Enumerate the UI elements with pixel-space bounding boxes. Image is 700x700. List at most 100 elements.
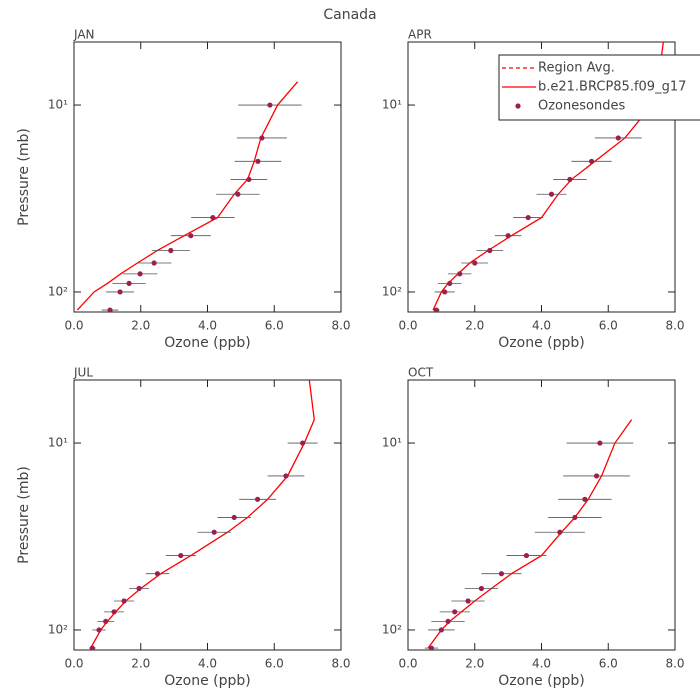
panel: OCT 0.0 2.0 4.0 6.0 8.0 10¹ 10² Ozone (ppb) [382, 366, 685, 690]
sonde-point [255, 158, 261, 164]
sonde-point [168, 247, 174, 254]
sonde-point [428, 645, 434, 650]
sonde-point [267, 102, 273, 108]
sonde-point [178, 552, 184, 559]
sonde-point [572, 514, 578, 521]
sonde-point [442, 289, 448, 295]
sonde-point [548, 191, 555, 197]
legend-label: b.e21.BRCP85.f09_g17 [538, 80, 686, 95]
x-axis-label: Ozone (ppb) [164, 673, 250, 689]
y-tick-label: 10² [48, 622, 68, 636]
x-tick-label: 2.0 [131, 319, 150, 333]
panel: JUL 0.0 2.0 4.0 6.0 8.0 10¹ 10² Ozone (ppb) Press… [16, 366, 351, 690]
y-tick-label: 10² [48, 284, 68, 298]
plot-area [424, 419, 634, 650]
plot-area [76, 81, 302, 312]
panel: APR 0.0 2.0 4.0 6.0 8.0 10¹ 10² Ozone (ppb) Regio… [382, 28, 700, 351]
panel-title: JAN [73, 28, 95, 42]
sonde-point [300, 440, 306, 446]
sonde-point [283, 473, 289, 479]
panel-title: APR [408, 28, 432, 42]
x-tick-label: 2.0 [465, 657, 484, 671]
plot-area [432, 42, 672, 312]
x-tick-label: 4.0 [532, 657, 551, 671]
sonde-point [136, 585, 142, 592]
x-tick-label: 2.0 [131, 657, 150, 671]
sonde-point [465, 598, 471, 604]
x-tick-label: 4.0 [198, 319, 217, 333]
sonde-point [126, 280, 132, 287]
sonde-point [103, 618, 109, 625]
sonde-point [597, 440, 603, 446]
sonde-point [137, 271, 143, 277]
x-axis-label: Ozone (ppb) [164, 335, 250, 351]
x-tick-label: 6.0 [599, 319, 618, 333]
sonde-point [567, 176, 573, 183]
sonde-point [154, 571, 161, 577]
sonde-point [246, 176, 252, 183]
sonde-point [188, 233, 194, 239]
sonde-point [457, 271, 463, 277]
panel-title: OCT [408, 366, 434, 380]
sonde-point [472, 260, 478, 266]
model-line [76, 81, 299, 311]
sonde-point [525, 214, 531, 221]
x-tick-label: 6.0 [599, 657, 618, 671]
y-axis-label: Pressure (mb) [16, 466, 32, 564]
sonde-point [211, 529, 217, 535]
legend-label: Region Avg. [538, 61, 615, 76]
x-tick-label: 0.0 [398, 319, 417, 333]
sonde-point [445, 618, 451, 625]
sonde-point [121, 598, 127, 604]
sonde-point [523, 552, 530, 559]
sonde-point [498, 571, 505, 577]
sonde-point [615, 135, 621, 141]
sonde-point [89, 645, 95, 650]
x-tick-label: 4.0 [198, 657, 217, 671]
panel-title: JUL [73, 366, 93, 380]
sonde-point [478, 585, 485, 592]
sonde-point [151, 260, 157, 266]
legend-label: Ozonesondes [538, 99, 625, 114]
sonde-point [447, 280, 453, 287]
x-tick-label: 0.0 [64, 319, 83, 333]
y-tick-label: 10² [382, 622, 402, 636]
x-tick-label: 6.0 [265, 657, 284, 671]
sonde-point [259, 135, 265, 141]
y-tick-label: 10¹ [48, 98, 68, 112]
sonde-point [557, 529, 563, 535]
model-line [427, 419, 633, 649]
sonde-point [96, 627, 102, 633]
sonde-point [107, 307, 113, 312]
sonde-point [505, 233, 511, 239]
x-tick-label: 0.0 [64, 657, 83, 671]
sonde-point [254, 496, 261, 502]
y-tick-label: 10¹ [382, 436, 402, 450]
y-tick-label: 10¹ [382, 98, 402, 112]
x-tick-label: 8.0 [665, 319, 684, 333]
sonde-point [235, 191, 241, 197]
sonde-point [111, 609, 117, 615]
x-axis-label: Ozone (ppb) [498, 335, 584, 351]
sonde-point [433, 307, 439, 312]
x-tick-label: 4.0 [532, 319, 551, 333]
sonde-point [593, 473, 600, 479]
x-tick-label: 2.0 [465, 319, 484, 333]
y-tick-label: 10¹ [48, 436, 68, 450]
y-tick-label: 10² [382, 284, 402, 298]
sonde-point [117, 289, 123, 295]
sonde-point [452, 609, 458, 615]
panel: JAN 0.0 2.0 4.0 6.0 8.0 10¹ 10² Ozone (ppb) Press… [16, 28, 351, 352]
figure-title: Canada [323, 7, 376, 23]
plot-area [89, 380, 318, 650]
y-axis-label: Pressure (mb) [16, 128, 32, 226]
x-tick-label: 8.0 [331, 319, 350, 333]
x-tick-label: 8.0 [331, 657, 350, 671]
legend-marker [515, 103, 521, 109]
sonde-point [487, 247, 493, 254]
x-tick-label: 0.0 [398, 657, 417, 671]
sonde-point [210, 214, 216, 221]
x-tick-label: 8.0 [665, 657, 684, 671]
sonde-point [588, 158, 595, 164]
